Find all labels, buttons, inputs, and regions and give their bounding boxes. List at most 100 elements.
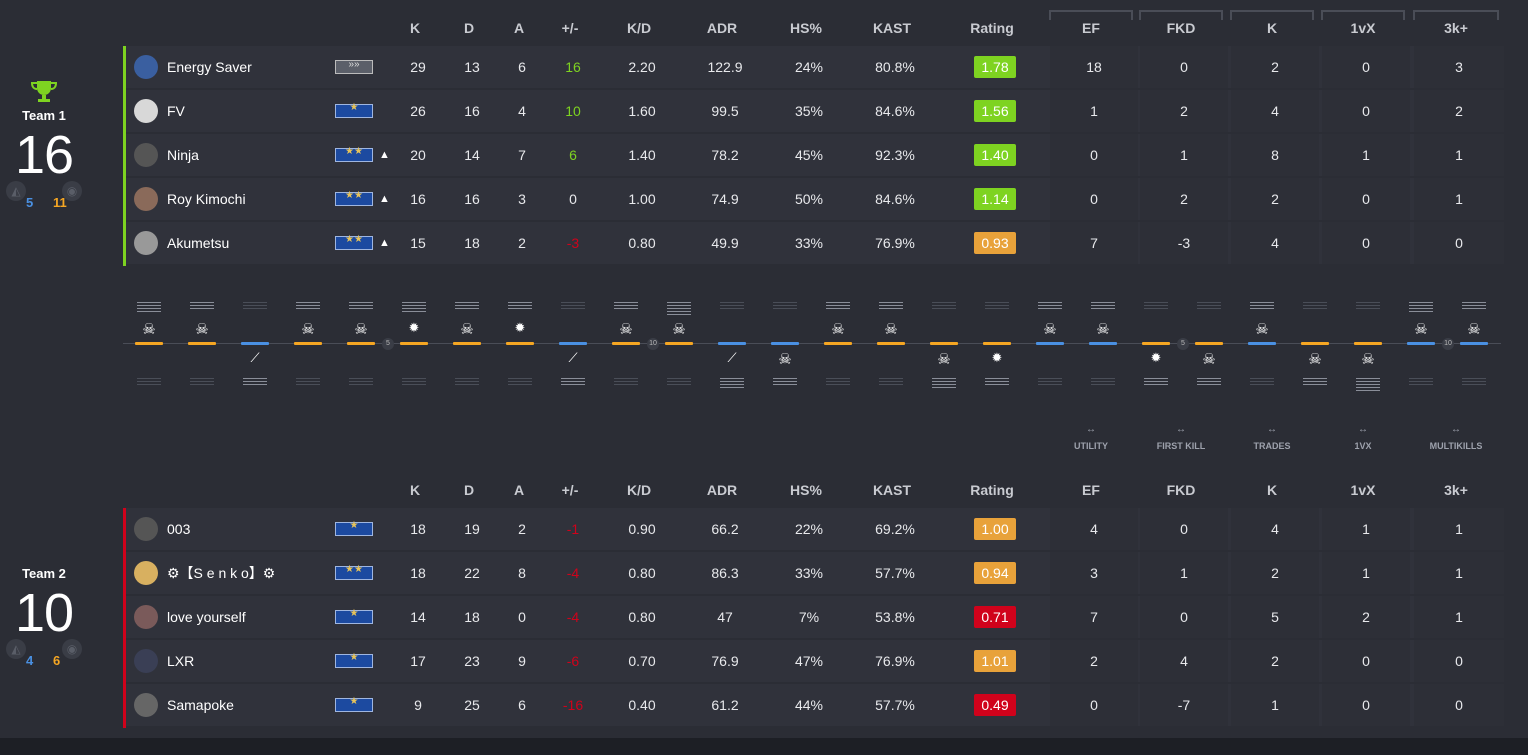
column-header-adr[interactable]: ADR	[706, 482, 738, 498]
player-name[interactable]: Akumetsu	[167, 235, 230, 251]
player-row[interactable]: Samapoke ★ 9 25 6 -16 0.40 61.2 44% 57.7% 0.49 0 -7 1…	[126, 684, 1504, 726]
round-marker[interactable]: ⟋	[718, 298, 746, 398]
round-marker[interactable]: ⟋	[241, 298, 269, 398]
column-header-tk[interactable]: K	[1266, 20, 1278, 36]
round-marker[interactable]: ☠	[188, 298, 216, 398]
round-marker[interactable]: ☠	[877, 298, 905, 398]
player-avatar[interactable]	[134, 231, 158, 255]
round-marker[interactable]: ☠	[1354, 298, 1382, 398]
legend-utility[interactable]: ↔ UTILITY	[1047, 424, 1135, 451]
round-marker[interactable]: ✹	[506, 298, 534, 398]
column-header-hs[interactable]: HS%	[790, 482, 822, 498]
player-name[interactable]: ⚙【S e n k o】⚙	[167, 565, 276, 581]
player-name[interactable]: Energy Saver	[167, 59, 252, 75]
player-avatar[interactable]	[134, 187, 158, 211]
column-header-kd[interactable]: K/D	[626, 482, 652, 498]
column-header-pm[interactable]: +/-	[561, 20, 579, 36]
player-row[interactable]: love yourself ★ 14 18 0 -4 0.80 47 7% 53.8% 0.71 7 0…	[126, 596, 1504, 638]
round-marker[interactable]: ☠	[294, 298, 322, 398]
round-marker[interactable]: ☠	[771, 298, 799, 398]
round-marker[interactable]: ☠	[1195, 298, 1223, 398]
round-marker[interactable]: ☠	[612, 298, 640, 398]
player-row[interactable]: 003 ★ 18 19 2 -1 0.90 66.2 22% 69.2% 1.00 4 0 4 1 1	[126, 508, 1504, 550]
round-marker[interactable]: ✹	[400, 298, 428, 398]
column-header-kast[interactable]: KAST	[872, 20, 912, 36]
player-avatar[interactable]	[134, 649, 158, 673]
column-header-adr[interactable]: ADR	[706, 20, 738, 36]
player-name[interactable]: love yourself	[167, 609, 246, 625]
round-marker[interactable]: ☠	[347, 298, 375, 398]
round-marker[interactable]: ☠	[665, 298, 693, 398]
column-header-mk[interactable]: 3k+	[1444, 20, 1468, 36]
column-header-k[interactable]: K	[409, 482, 421, 498]
round-marker[interactable]: ⟋	[559, 298, 587, 398]
legend-first-kill[interactable]: ↔ FIRST KILL	[1137, 424, 1225, 451]
round-marker[interactable]: ☠	[1407, 298, 1435, 398]
round-marker[interactable]: ☠	[1248, 298, 1276, 398]
player-avatar[interactable]	[134, 143, 158, 167]
column-header-rating[interactable]: Rating	[970, 482, 1014, 498]
column-header-ef[interactable]: EF	[1082, 20, 1100, 36]
player-avatar[interactable]	[134, 693, 158, 717]
column-header-a[interactable]: A	[513, 20, 525, 36]
column-header-ef[interactable]: EF	[1082, 482, 1100, 498]
player-name[interactable]: Samapoke	[167, 697, 234, 713]
player-row[interactable]: Roy Kimochi ★★ ▲ 16 16 3 0 1.00 74.9 50% 84.6% 1.14…	[126, 178, 1504, 220]
player-avatar[interactable]	[134, 55, 158, 79]
player-name[interactable]: FV	[167, 103, 185, 119]
extra-cell-bg	[1231, 640, 1319, 682]
round-marker[interactable]: ☠	[1301, 298, 1329, 398]
column-header-d[interactable]: D	[463, 20, 475, 36]
player-name[interactable]: 003	[167, 521, 191, 537]
column-header-hs[interactable]: HS%	[790, 20, 822, 36]
legend-trades[interactable]: ↔ TRADES	[1228, 424, 1316, 451]
column-header-tk[interactable]: K	[1266, 482, 1278, 498]
round-marker[interactable]: ☠	[824, 298, 852, 398]
round-marker[interactable]: ✹	[983, 298, 1011, 398]
team1-kill-bars	[1091, 302, 1115, 311]
round-marker[interactable]: ☠	[1089, 298, 1117, 398]
column-header-kast[interactable]: KAST	[872, 482, 912, 498]
team2-kill-bars	[1250, 378, 1274, 387]
column-header-vx[interactable]: 1vX	[1350, 482, 1376, 498]
column-header-fkd[interactable]: FKD	[1166, 482, 1196, 498]
column-header-rating[interactable]: Rating	[970, 20, 1014, 36]
column-header-vx[interactable]: 1vX	[1350, 20, 1376, 36]
player-name[interactable]: Ninja	[167, 147, 199, 163]
player-row[interactable]: FV ★ 26 16 4 10 1.60 99.5 35% 84.6% 1.56 1 2 4 0 2	[126, 90, 1504, 132]
column-header-mk[interactable]: 3k+	[1444, 482, 1468, 498]
player-row[interactable]: ⚙【S e n k o】⚙ ★★ 18 22 8 -4 0.80 86.3 33% 57.7% 0.…	[126, 552, 1504, 594]
skull-icon: ☠	[672, 321, 686, 338]
player-row[interactable]: LXR ★ 17 23 9 -6 0.70 76.9 47% 76.9% 1.01 2 4 2 0 0	[126, 640, 1504, 682]
stat-tk: 4	[1271, 103, 1279, 119]
stat-kast: 84.6%	[875, 191, 915, 207]
player-row[interactable]: Akumetsu ★★ ▲ 15 18 2 -3 0.80 49.9 33% 76.9% 0.93 7 -…	[126, 222, 1504, 264]
player-avatar[interactable]	[134, 561, 158, 585]
stat-d: 23	[464, 653, 480, 669]
player-avatar[interactable]	[134, 605, 158, 629]
column-header-d[interactable]: D	[463, 482, 475, 498]
player-row[interactable]: Ninja ★★ ▲ 20 14 7 6 1.40 78.2 45% 92.3% 1.40 0 1 8 1 1	[126, 134, 1504, 176]
legend-multikills[interactable]: ↔ MULTIKILLS	[1411, 424, 1501, 451]
player-avatar[interactable]	[134, 517, 158, 541]
player-row[interactable]: Energy Saver »» 29 13 6 16 2.20 122.9 24% 80.8% 1.…	[126, 46, 1504, 88]
round-marker[interactable]: ☠	[930, 298, 958, 398]
round-marker[interactable]: ☠	[1460, 298, 1488, 398]
round-marker[interactable]: ☠	[1036, 298, 1064, 398]
extra-cell-bg	[1140, 222, 1228, 264]
stat-k: 17	[410, 653, 426, 669]
player-avatar[interactable]	[134, 99, 158, 123]
column-header-k[interactable]: K	[409, 20, 421, 36]
round-result-mark	[930, 342, 958, 345]
player-name[interactable]: LXR	[167, 653, 195, 669]
round-marker[interactable]: ☠	[135, 298, 163, 398]
round-marker[interactable]: ☠	[453, 298, 481, 398]
legend-1vx[interactable]: ↔ 1VX	[1319, 424, 1407, 451]
team1-kill-bars	[402, 302, 426, 314]
player-name[interactable]: Roy Kimochi	[167, 191, 246, 207]
round-marker[interactable]: ✹	[1142, 298, 1170, 398]
column-header-fkd[interactable]: FKD	[1166, 20, 1196, 36]
column-header-pm[interactable]: +/-	[561, 482, 579, 498]
column-header-a[interactable]: A	[513, 482, 525, 498]
column-header-kd[interactable]: K/D	[626, 20, 652, 36]
